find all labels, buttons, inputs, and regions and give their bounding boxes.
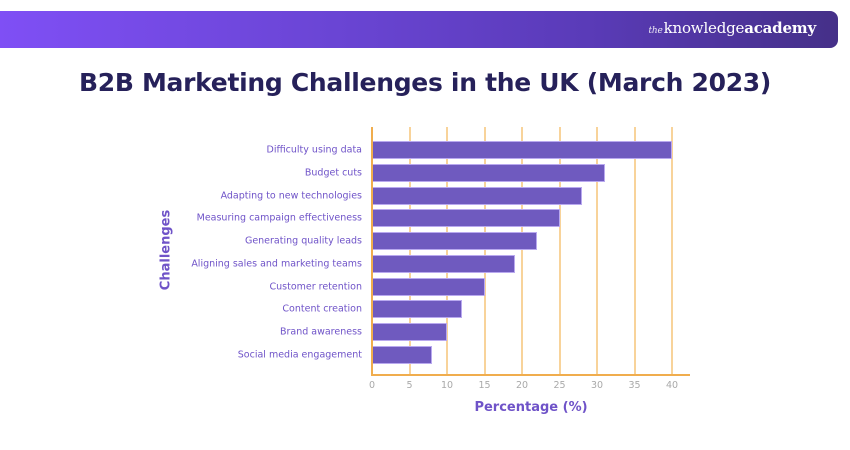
category-label: Budget cuts	[304, 167, 362, 179]
gridline	[671, 127, 673, 375]
category-label: Content creation	[282, 303, 362, 315]
brand-academy: academy	[744, 19, 816, 37]
bar	[372, 277, 485, 296]
category-label: Adapting to new technologies	[220, 190, 362, 201]
brand-the: the	[648, 26, 663, 36]
bar	[372, 141, 672, 159]
x-axis-label: Percentage (%)	[474, 400, 588, 415]
x-axis-line	[371, 374, 690, 376]
brand-logo: theknowledgeacademy	[648, 19, 816, 37]
x-tick-label: 5	[406, 380, 413, 391]
x-tick-label: 25	[553, 380, 566, 391]
x-tick-label: 40	[665, 380, 679, 391]
bar	[372, 254, 515, 273]
bar	[372, 323, 447, 341]
x-tick-label: 10	[440, 380, 454, 391]
category-label: Generating quality leads	[244, 235, 362, 247]
brand-knowledge: knowledge	[663, 19, 745, 37]
y-axis-line	[371, 127, 373, 376]
chart-title: B2B Marketing Challenges in the UK (Marc…	[78, 68, 772, 97]
x-tick-label: 0	[368, 380, 376, 391]
x-tick-label: 15	[478, 380, 491, 391]
x-tick-label: 35	[628, 380, 641, 391]
category-label: Social media engagement	[237, 349, 362, 361]
bar	[372, 300, 462, 319]
bar	[372, 209, 560, 228]
bar	[372, 232, 537, 250]
gridline	[483, 127, 486, 375]
category-label: Difficulty using data	[266, 144, 362, 156]
bar	[372, 345, 432, 364]
bar	[372, 186, 582, 205]
brand-banner: theknowledgeacademy	[0, 11, 838, 48]
category-label: Aligning sales and marketing teams	[191, 258, 362, 270]
category-label: Brand awareness	[279, 326, 362, 338]
gridline	[596, 127, 598, 375]
gridline	[633, 127, 636, 375]
x-tick-label: 20	[515, 380, 529, 391]
gridline	[521, 127, 523, 375]
gridline	[558, 127, 561, 375]
gridline	[446, 127, 448, 375]
bar	[372, 163, 605, 182]
gridline	[408, 127, 411, 375]
category-label: Customer retention	[269, 281, 363, 292]
x-tick-label: 30	[590, 380, 604, 391]
category-label: Measuring campaign effectiveness	[196, 212, 362, 224]
